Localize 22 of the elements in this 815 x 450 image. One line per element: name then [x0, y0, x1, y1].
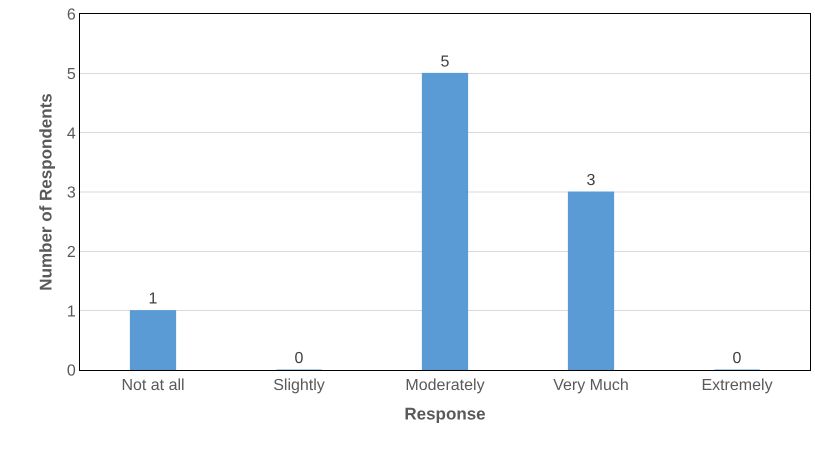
bar — [422, 72, 468, 370]
x-tick-label: Not at all — [121, 377, 185, 394]
y-tick-label: 2 — [66, 244, 76, 261]
data-label: 3 — [586, 172, 596, 189]
bar — [130, 310, 176, 370]
y-axis-title: Number of Respondents — [36, 93, 56, 291]
x-tick-label: Extremely — [701, 377, 773, 394]
y-tick-label: 1 — [66, 303, 76, 320]
y-tick-label: 4 — [66, 125, 76, 142]
y-tick-label: 0 — [66, 362, 76, 380]
bar — [568, 192, 614, 370]
data-label: 5 — [440, 53, 450, 70]
x-tick-label: Very Much — [553, 377, 629, 394]
x-axis-title: Response — [404, 404, 486, 424]
x-tick-label: Slightly — [273, 377, 325, 394]
data-label: 1 — [148, 290, 158, 308]
y-tick-label: 6 — [66, 6, 76, 24]
y-tick-label: 3 — [66, 184, 76, 202]
data-label: 0 — [732, 350, 742, 367]
x-tick-label: Moderately — [405, 377, 485, 394]
y-tick-label: 5 — [66, 66, 76, 83]
data-label: 0 — [294, 350, 304, 367]
